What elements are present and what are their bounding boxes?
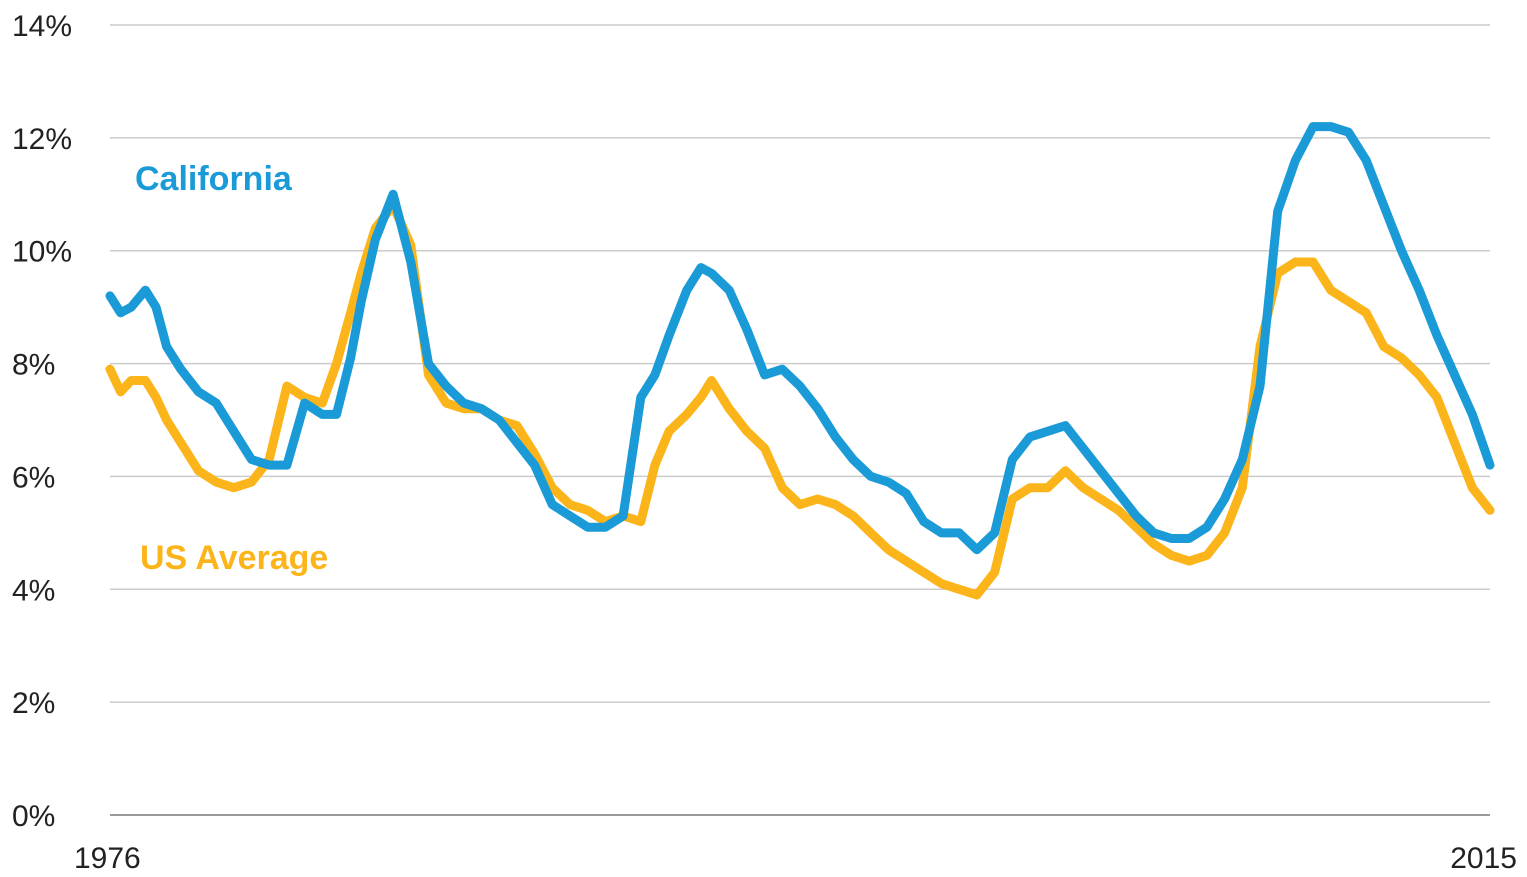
y-axis-tick-labels: 0% 2% 4% 6% 8% 10% 12% 14% [12,10,72,833]
y-tick-label: 6% [12,461,55,494]
y-tick-label: 2% [12,687,55,720]
series-label-us-average: US Average [140,539,328,577]
series-lines [105,122,1495,600]
series-label-california: California [135,160,293,198]
x-tick-label: 1976 [74,842,141,875]
x-tick-label: 2015 [1450,842,1517,875]
y-tick-label: 4% [12,574,55,607]
y-tick-label: 8% [12,349,55,382]
series-line-california [105,122,1495,555]
y-tick-label: 0% [12,800,55,833]
y-tick-label: 12% [12,123,72,156]
y-tick-label: 10% [12,236,72,269]
x-axis-tick-labels: 1976 2015 [74,842,1517,875]
gridlines [110,24,1490,816]
series-line-us-average [105,201,1495,600]
y-tick-label: 14% [12,10,72,43]
series-labels: California US Average [135,160,328,577]
